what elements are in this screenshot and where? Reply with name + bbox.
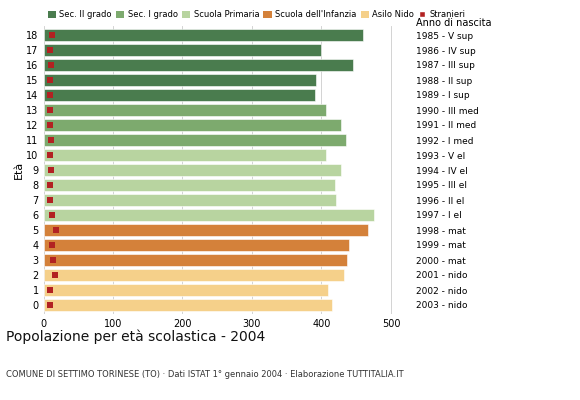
Bar	[44, 29, 363, 41]
Bar	[44, 254, 347, 266]
Bar	[44, 44, 321, 56]
Bar	[44, 134, 346, 146]
Text: Popolazione per età scolastica - 2004: Popolazione per età scolastica - 2004	[6, 330, 265, 344]
Text: COMUNE DI SETTIMO TORINESE (TO) · Dati ISTAT 1° gennaio 2004 · Elaborazione TUTT: COMUNE DI SETTIMO TORINESE (TO) · Dati I…	[6, 370, 404, 379]
Bar	[44, 89, 314, 101]
Bar	[44, 224, 368, 236]
Bar	[44, 149, 327, 161]
Y-axis label: Età: Età	[13, 161, 23, 179]
Bar	[44, 194, 336, 206]
Bar	[44, 119, 341, 131]
Bar	[44, 104, 327, 116]
Legend: Sec. II grado, Sec. I grado, Scuola Primaria, Scuola dell'Infanzia, Asilo Nido, : Sec. II grado, Sec. I grado, Scuola Prim…	[48, 10, 466, 19]
Bar	[44, 269, 345, 281]
Bar	[44, 209, 374, 221]
Bar	[44, 179, 335, 191]
Bar	[44, 59, 353, 71]
Bar	[44, 164, 341, 176]
Bar	[44, 74, 316, 86]
Bar	[44, 239, 349, 251]
Text: Anno di nascita: Anno di nascita	[416, 18, 491, 28]
Bar	[44, 284, 328, 296]
Bar	[44, 299, 332, 311]
